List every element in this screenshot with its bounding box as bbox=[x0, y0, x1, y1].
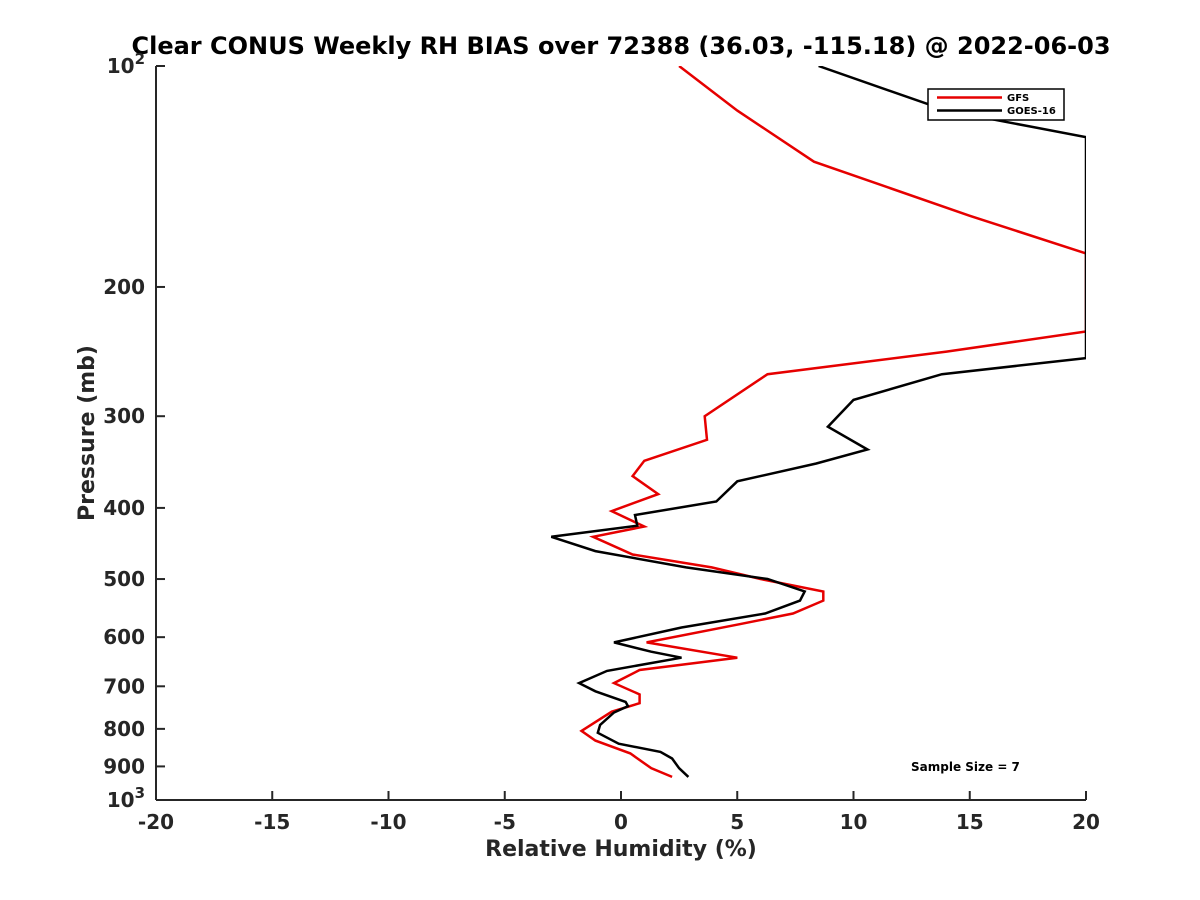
x-tick-label: -20 bbox=[138, 810, 174, 834]
x-tick-label: -10 bbox=[370, 810, 406, 834]
x-tick-label: -5 bbox=[494, 810, 516, 834]
series-line-goes16 bbox=[550, 66, 1086, 778]
sample-size-annotation: Sample Size = 7 bbox=[911, 760, 1020, 774]
series-line-gfs bbox=[579, 66, 1086, 779]
y-tick-label: 300 bbox=[103, 404, 145, 428]
x-tick-label: 5 bbox=[730, 810, 744, 834]
plot-area: -20 -15 -10 -5 0 5 10 15 20 102 200 300 400 500 600 700… bbox=[103, 50, 1100, 834]
legend-box bbox=[927, 88, 1065, 121]
x-axis-label: Relative Humidity (%) bbox=[485, 837, 757, 862]
y-tick-label: 103 bbox=[107, 784, 145, 812]
y-tick-label: 500 bbox=[103, 567, 145, 591]
y-tick-label: 700 bbox=[103, 674, 145, 698]
y-tick-label: 200 bbox=[103, 275, 145, 299]
x-tick-label: -15 bbox=[254, 810, 290, 834]
chart-title: Clear CONUS Weekly RH BIAS over 72388 (3… bbox=[131, 32, 1110, 60]
legend: GFS GOES-16 bbox=[927, 88, 1065, 121]
y-tick-label: 400 bbox=[103, 496, 145, 520]
x-tick-label: 10 bbox=[840, 810, 868, 834]
y-axis-label: Pressure (mb) bbox=[75, 345, 100, 521]
x-tick-label: 15 bbox=[956, 810, 984, 834]
legend-label-goes16: GOES-16 bbox=[1007, 106, 1056, 117]
y-tick-label: 900 bbox=[103, 754, 145, 778]
y-tick-label: 800 bbox=[103, 717, 145, 741]
legend-label-gfs: GFS bbox=[1007, 93, 1029, 104]
y-tick-label: 600 bbox=[103, 625, 145, 649]
y-tick-label: 102 bbox=[107, 50, 145, 78]
x-tick-label: 20 bbox=[1072, 810, 1100, 834]
x-tick-label: 0 bbox=[614, 810, 628, 834]
